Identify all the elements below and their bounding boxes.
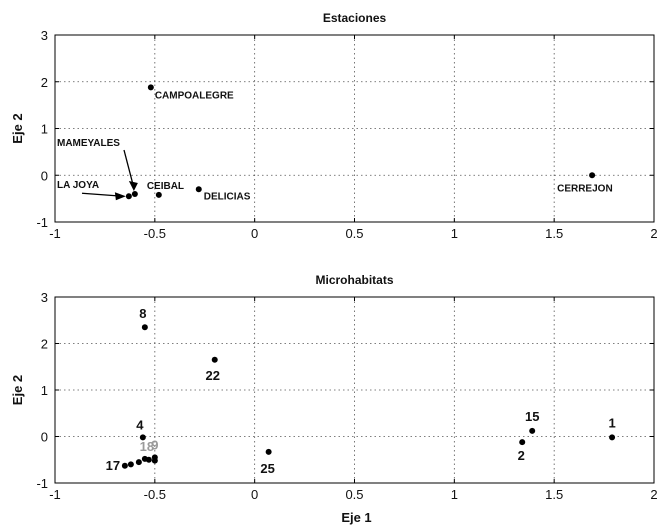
microhabitats-y-tick-label: 2 [41,337,48,352]
microhabitats-x-tick-label: -0.5 [144,487,166,502]
estaciones-point [125,193,132,200]
microhabitats-point [121,462,128,469]
microhabitats-x-tick-label: 1 [451,487,458,502]
estaciones-point-label: CAMPOALEGRE [155,90,234,101]
microhabitats-point-label: 2 [518,448,525,463]
estaciones-point-label: CERREJON [557,183,613,194]
microhabitats-y-tick-label: 3 [41,290,48,305]
microhabitats-point [265,448,272,455]
estaciones-y-tick-label: 1 [41,122,48,137]
microhabitats-point-label: 17 [106,458,120,473]
microhabitats-y-tick-label: 0 [41,430,48,445]
estaciones-panel: Estaciones -1 -0.5 0 0.5 1 1.5 2 -1 0 1 2 3 Eje 2 CAMP… [10,11,657,241]
estaciones-point [155,191,162,198]
microhabitats-x-tick-label: 1.5 [545,487,563,502]
estaciones-y-tick-label: -1 [36,215,48,230]
mameyales-arrowhead [128,180,138,191]
microhabitats-y-tick-label: -1 [36,476,48,491]
estaciones-x-tick-label: 0.5 [345,226,363,241]
estaciones-point-label: MAMEYALES [57,138,120,149]
microhabitats-point [127,461,134,468]
microhabitats-y-tick-label: 1 [41,383,48,398]
microhabitats-point-label: 15 [525,409,539,424]
microhabitats-point [529,427,536,434]
estaciones-point [147,84,154,91]
microhabitats-point [141,324,148,331]
estaciones-x-tick-label: 1 [451,226,458,241]
estaciones-y-axis-label: Eje 2 [10,113,25,143]
estaciones-point-label: DELICIAS [204,191,251,202]
microhabitats-title: Microhabitats [315,273,393,287]
microhabitats-panel: Microhabitats -1 -0.5 0 0.5 1 1.5 2 -1 0 1 2 3 Eje 2 E… [10,273,657,525]
estaciones-y-tick-label: 3 [41,28,48,43]
microhabitats-x-tick-label: 0 [251,487,258,502]
microhabitats-x-tick-label: 2 [650,487,657,502]
microhabitats-point-label: 25 [260,461,274,476]
microhabitats-y-axis-label: Eje 2 [10,375,25,405]
microhabitats-point-label: 8 [139,306,146,321]
microhabitats-point-label: 9 [151,437,158,452]
estaciones-y-tick-label: 0 [41,168,48,183]
microhabitats-x-tick-label: 0.5 [345,487,363,502]
estaciones-point [589,172,596,179]
microhabitats-point [609,434,616,441]
la-joya-arrowhead [114,192,126,201]
microhabitats-point [139,434,146,441]
estaciones-x-tick-label: -0.5 [144,226,166,241]
microhabitats-point [145,456,152,463]
microhabitats-x-tick-label: -1 [49,487,61,502]
estaciones-title: Estaciones [323,11,387,25]
microhabitats-point [519,439,526,446]
estaciones-x-tick-label: 2 [650,226,657,241]
mameyales-arrow [123,149,135,189]
estaciones-x-tick-label: 0 [251,226,258,241]
estaciones-x-tick-label: 1.5 [545,226,563,241]
microhabitats-point [211,356,218,363]
estaciones-x-tick-label: -1 [49,226,61,241]
microhabitats-point [135,459,142,466]
microhabitats-point-label: 1 [608,415,615,430]
estaciones-point-label: LA JOYA [57,180,99,191]
microhabitats-point [151,457,158,464]
microhabitats-x-axis-label: Eje 1 [341,510,371,525]
estaciones-y-tick-label: 2 [41,75,48,90]
microhabitats-point-label: 4 [136,417,144,432]
estaciones-point-label: CEIBAL [147,181,184,192]
microhabitats-point-label: 22 [205,368,219,383]
estaciones-point [195,186,202,193]
estaciones-point [131,190,138,197]
microhabitats-point-label: 18 [140,439,154,454]
